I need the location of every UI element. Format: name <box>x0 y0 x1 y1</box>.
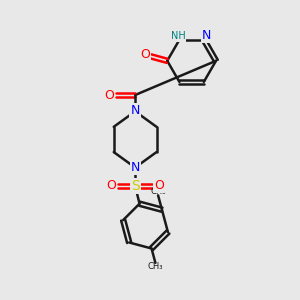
Text: CH₃: CH₃ <box>150 187 166 196</box>
Text: N: N <box>131 161 140 174</box>
Text: O: O <box>154 179 164 193</box>
Text: CH₃: CH₃ <box>148 262 163 271</box>
Text: N: N <box>130 104 140 117</box>
Text: N: N <box>202 29 212 42</box>
Text: O: O <box>140 48 150 62</box>
Text: O: O <box>104 88 114 101</box>
Text: NH: NH <box>171 31 185 41</box>
Text: O: O <box>106 179 116 193</box>
Text: S: S <box>131 179 140 193</box>
